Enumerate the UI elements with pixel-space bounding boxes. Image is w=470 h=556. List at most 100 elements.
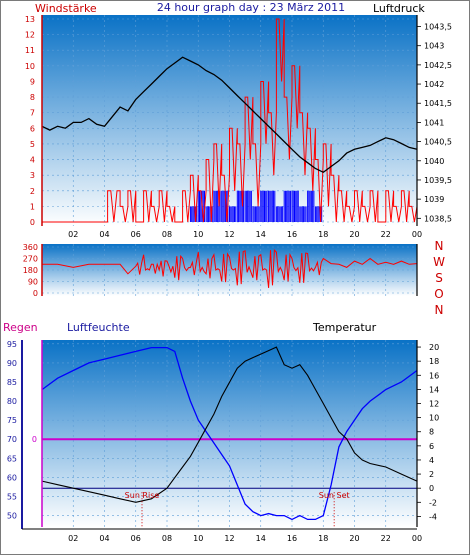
humidity-tick-label: 80: [7, 397, 17, 406]
temperature-tick-label: 0: [429, 484, 434, 493]
humidity-temperature-series: Sun Rise Sun Set: [41, 346, 418, 527]
temperature-tick-label: 2: [429, 470, 434, 479]
time-tick-label: 18: [318, 230, 328, 239]
time-tick-label: 02: [68, 534, 78, 543]
humidity-temperature-plot-area: [42, 340, 417, 527]
compass-label: W: [433, 255, 445, 269]
pressure-tick-label: 1040,5: [424, 138, 452, 147]
wind-speed-line: [42, 18, 418, 223]
time-tick-label: 20: [349, 534, 359, 543]
humidity-axis-label: Luftfeuchte: [67, 321, 130, 334]
wind-speed-tick-label: 1: [30, 202, 35, 211]
wind-pressure-series: [41, 18, 418, 223]
humidity-tick-label: 85: [7, 378, 17, 387]
compass-label: O: [434, 287, 443, 301]
time-tick-label: 12: [224, 534, 234, 543]
time-tick-label: 16: [287, 534, 297, 543]
pressure-tick-label: 1039,5: [424, 176, 452, 185]
pressure-tick-label: 1042,5: [424, 61, 452, 70]
pressure-tick-label: 1039: [424, 195, 444, 204]
time-tick-label: 18: [318, 534, 328, 543]
time-tick-label: 22: [381, 230, 391, 239]
humidity-tick-label: 75: [7, 416, 17, 425]
wind-direction-line: [42, 248, 418, 288]
pressure-tick-label: 1040: [424, 157, 444, 166]
humidity-line: [41, 346, 418, 521]
pressure-line: [41, 56, 418, 174]
wind-speed-tick-label: 13: [25, 15, 35, 24]
direction-tick-label: 180: [23, 266, 38, 275]
rain-tick-label: 0: [32, 435, 37, 444]
wind-speed-tick-label: 11: [25, 46, 35, 55]
time-tick-label: 14: [256, 534, 266, 543]
temperature-tick-label: 6: [429, 442, 434, 451]
pressure-tick-label: 1043,5: [424, 23, 452, 32]
pressure-tick-label: 1041: [424, 118, 444, 127]
time-tick-label: 20: [349, 230, 359, 239]
chart-title: 24 hour graph day : 23 März 2011: [157, 1, 345, 14]
temperature-tick-label: 12: [429, 400, 439, 409]
time-tick-label: 06: [131, 230, 141, 239]
pressure-tick-label: 1041,5: [424, 99, 452, 108]
rain-axis-label: Regen: [3, 321, 38, 334]
time-tick-label: 22: [381, 534, 391, 543]
time-tick-label: 06: [131, 534, 141, 543]
temperature-tick-label: 14: [429, 385, 439, 394]
wind-speed-tick-label: 3: [30, 171, 35, 180]
humidity-tick-label: 55: [7, 492, 17, 501]
time-tick-label: 00: [412, 230, 422, 239]
direction-tick-label: 0: [33, 289, 38, 298]
wind-speed-tick-label: 5: [30, 140, 35, 149]
time-tick-label: 04: [99, 534, 109, 543]
compass-label: S: [435, 271, 443, 285]
humidity-temperature-axes: 50556065707580859095-4-20246810121416182…: [7, 340, 439, 543]
time-tick-label: 10: [193, 230, 203, 239]
direction-tick-label: 360: [23, 243, 38, 252]
sun-marker-label: Sun Set: [319, 491, 350, 500]
time-tick-label: 00: [412, 534, 422, 543]
time-tick-label: 08: [162, 230, 172, 239]
humidity-tick-label: 90: [7, 359, 17, 368]
temperature-tick-label: 18: [429, 357, 439, 366]
time-tick-label: 16: [287, 230, 297, 239]
time-tick-label: 10: [193, 534, 203, 543]
temperature-line: [41, 346, 418, 503]
compass-label: N: [435, 303, 444, 317]
temperature-tick-label: 8: [429, 428, 434, 437]
wind-speed-tick-label: 6: [30, 124, 35, 133]
wind-speed-tick-label: 10: [25, 62, 35, 71]
humidity-tick-label: 95: [7, 340, 17, 349]
temperature-tick-label: 16: [429, 371, 439, 380]
temperature-tick-label: 10: [429, 414, 439, 423]
time-tick-label: 02: [68, 230, 78, 239]
pressure-tick-label: 1043: [424, 42, 444, 51]
direction-tick-label: 270: [23, 255, 38, 264]
temperature-tick-label: -4: [429, 512, 437, 521]
left-axis-label: Windstärke: [35, 2, 97, 15]
temperature-tick-label: -2: [429, 498, 437, 507]
time-tick-label: 04: [99, 230, 109, 239]
wind-speed-tick-label: 2: [30, 187, 35, 196]
wind-speed-tick-label: 8: [30, 93, 35, 102]
temperature-tick-label: 4: [429, 456, 434, 465]
temperature-tick-label: 20: [429, 343, 439, 352]
direction-tick-label: 90: [28, 278, 38, 287]
time-tick-label: 14: [256, 230, 266, 239]
time-tick-label: 12: [224, 230, 234, 239]
pressure-tick-label: 1038,5: [424, 214, 452, 223]
sun-marker-label: Sun Rise: [125, 491, 160, 500]
humidity-tick-label: 60: [7, 473, 17, 482]
wind-speed-tick-label: 9: [30, 77, 35, 86]
wind-speed-tick-label: 0: [30, 218, 35, 227]
humidity-tick-label: 70: [7, 435, 17, 444]
time-tick-label: 08: [162, 534, 172, 543]
humidity-temperature-grid: [42, 340, 418, 527]
right-axis-label: Luftdruck: [373, 2, 425, 15]
wind-speed-tick-label: 12: [25, 31, 35, 40]
humidity-tick-label: 65: [7, 454, 17, 463]
wind-pressure-axes: 0123456789101112131038,510391039,5104010…: [25, 15, 452, 239]
wind-speed-tick-label: 7: [30, 109, 35, 118]
